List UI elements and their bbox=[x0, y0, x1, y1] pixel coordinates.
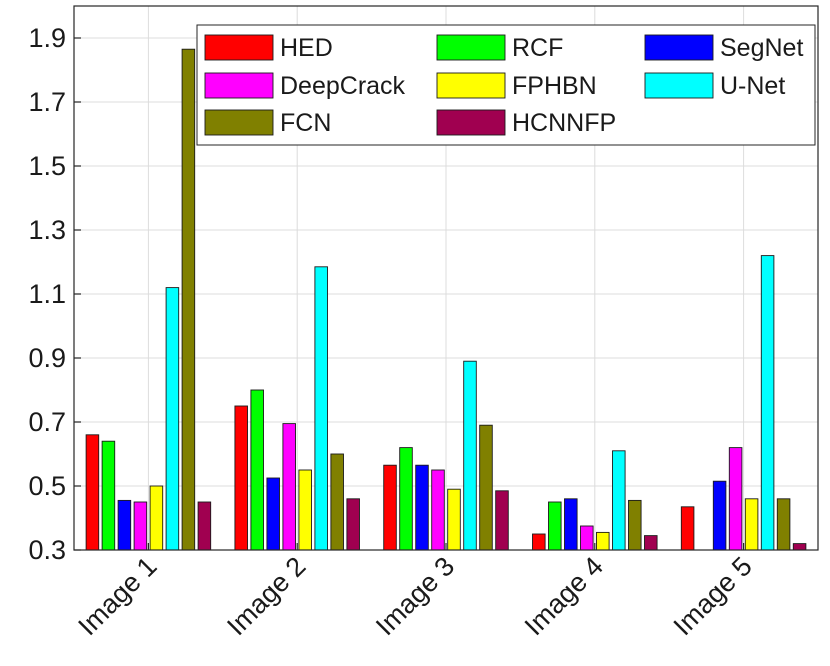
legend-swatch bbox=[644, 34, 714, 61]
bar bbox=[628, 499, 642, 551]
legend-label: HCNNFP bbox=[512, 109, 616, 137]
bar bbox=[383, 464, 397, 551]
bar bbox=[744, 498, 759, 551]
bar bbox=[564, 498, 578, 551]
bar bbox=[266, 477, 280, 551]
bar bbox=[776, 498, 791, 551]
bar bbox=[250, 389, 264, 551]
bar bbox=[447, 488, 461, 551]
bar bbox=[330, 453, 344, 551]
legend-label: FPHBN bbox=[512, 72, 597, 100]
y-tick-label: 0.7 bbox=[28, 407, 66, 437]
y-axis: 0.3 0.5 0.7 0.9 1.1 1.3 1.5 1.7 1.9 bbox=[28, 23, 81, 565]
bar bbox=[181, 48, 196, 551]
bar bbox=[298, 469, 312, 551]
legend-label: FCN bbox=[280, 109, 331, 137]
legend-label: SegNet bbox=[720, 34, 803, 62]
bar bbox=[596, 531, 610, 551]
legend-label: HED bbox=[280, 34, 333, 62]
bar bbox=[612, 450, 626, 551]
bar bbox=[117, 499, 132, 551]
bar bbox=[314, 266, 328, 551]
bar bbox=[415, 464, 429, 551]
y-tick-label: 1.1 bbox=[28, 279, 66, 309]
legend-label: RCF bbox=[512, 34, 563, 62]
legend-swatch bbox=[436, 109, 506, 136]
bar bbox=[165, 287, 180, 551]
legend: HED RCF SegNet DeepCrack FPHBN U-Net FCN HCNNFP bbox=[196, 24, 816, 146]
bar bbox=[399, 447, 413, 551]
bar bbox=[760, 255, 775, 551]
bar bbox=[346, 498, 360, 551]
bar bbox=[479, 424, 493, 551]
legend-swatch bbox=[644, 72, 714, 99]
legend-label: DeepCrack bbox=[280, 72, 406, 100]
bar bbox=[792, 543, 807, 551]
y-tick-label: 1.5 bbox=[28, 151, 66, 181]
bar bbox=[495, 490, 509, 551]
y-tick-label: 1.7 bbox=[28, 87, 66, 117]
y-tick-label: 0.9 bbox=[28, 343, 66, 373]
y-tick-label: 0.3 bbox=[28, 535, 66, 565]
legend-swatch bbox=[204, 72, 274, 99]
bar bbox=[85, 434, 100, 551]
bar bbox=[133, 501, 148, 551]
bar bbox=[548, 501, 562, 551]
bar bbox=[282, 423, 296, 551]
bar bbox=[149, 485, 164, 551]
bar bbox=[463, 360, 477, 551]
legend-swatch bbox=[204, 34, 274, 61]
legend-swatch bbox=[436, 72, 506, 99]
legend-label: U-Net bbox=[720, 72, 785, 100]
legend-swatch bbox=[204, 109, 274, 136]
bar bbox=[580, 525, 594, 551]
bar bbox=[101, 440, 116, 551]
y-tick-label: 1.3 bbox=[28, 215, 66, 245]
bar bbox=[197, 501, 212, 551]
y-tick-label: 1.9 bbox=[28, 23, 66, 53]
bar bbox=[680, 506, 695, 551]
bar bbox=[234, 405, 248, 551]
bar bbox=[532, 533, 546, 551]
y-tick-label: 0.5 bbox=[28, 471, 66, 501]
bar bbox=[712, 480, 727, 551]
legend-swatch bbox=[436, 34, 506, 61]
bar bbox=[644, 535, 658, 551]
bar bbox=[728, 447, 743, 551]
bar bbox=[431, 469, 445, 551]
